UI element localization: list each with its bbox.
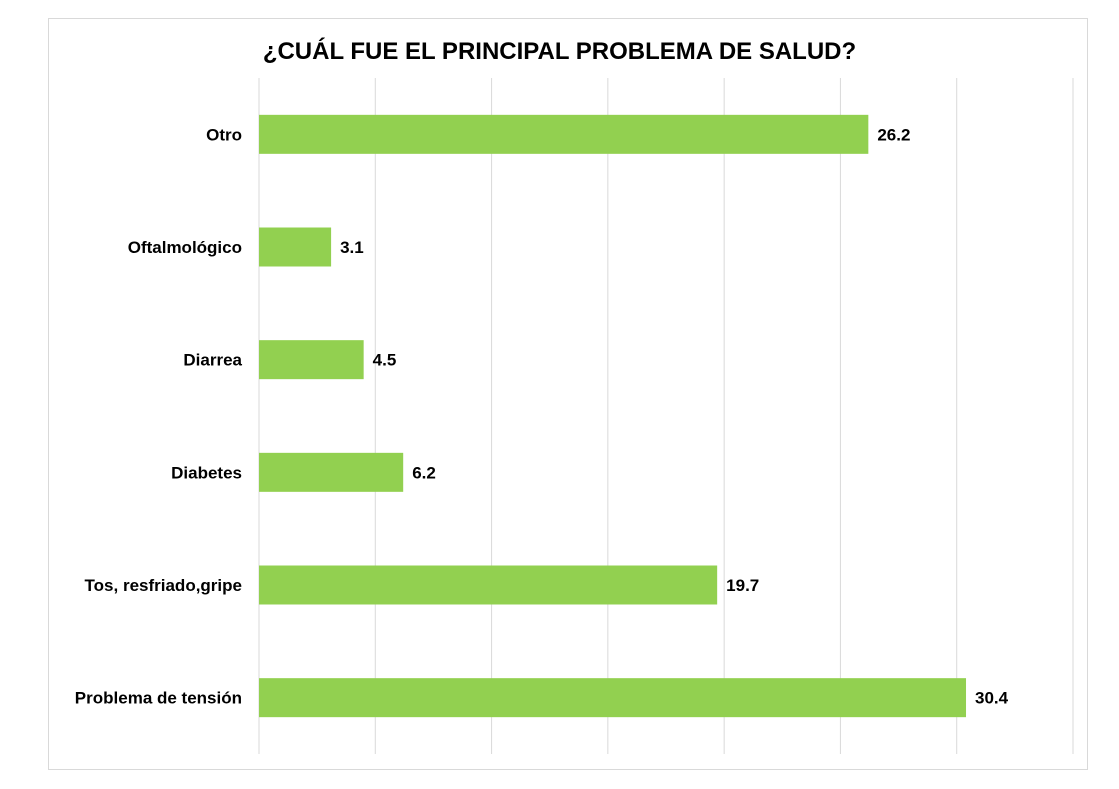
category-label: Diarrea — [183, 351, 242, 370]
category-label: Tos, resfriado,gripe — [85, 576, 242, 595]
chart-title: ¿CUÁL FUE EL PRINCIPAL PROBLEMA DE SALUD… — [262, 38, 857, 65]
bar — [259, 452, 404, 492]
bar — [259, 227, 332, 267]
category-label: Oftalmológico — [128, 238, 242, 257]
data-label: 6.2 — [412, 463, 436, 482]
value-labels: 26.2 3.1 4.5 6.2 19.7 30.4 — [340, 125, 1009, 707]
category-labels: Otro Oftalmológico Diarrea Diabetes Tos, res… — [75, 125, 243, 707]
bars — [259, 114, 967, 718]
category-label: Diabetes — [171, 463, 242, 482]
bar — [259, 340, 364, 380]
data-label: 19.7 — [726, 576, 759, 595]
bar — [259, 565, 718, 605]
bar — [259, 678, 967, 718]
gridlines — [258, 78, 1074, 754]
bar — [259, 114, 869, 154]
data-label: 3.1 — [340, 238, 364, 257]
data-label: 30.4 — [975, 689, 1009, 708]
data-label: 26.2 — [877, 125, 910, 144]
category-label: Otro — [206, 125, 242, 144]
category-label: Problema de tensión — [75, 689, 242, 708]
data-label: 4.5 — [373, 351, 397, 370]
